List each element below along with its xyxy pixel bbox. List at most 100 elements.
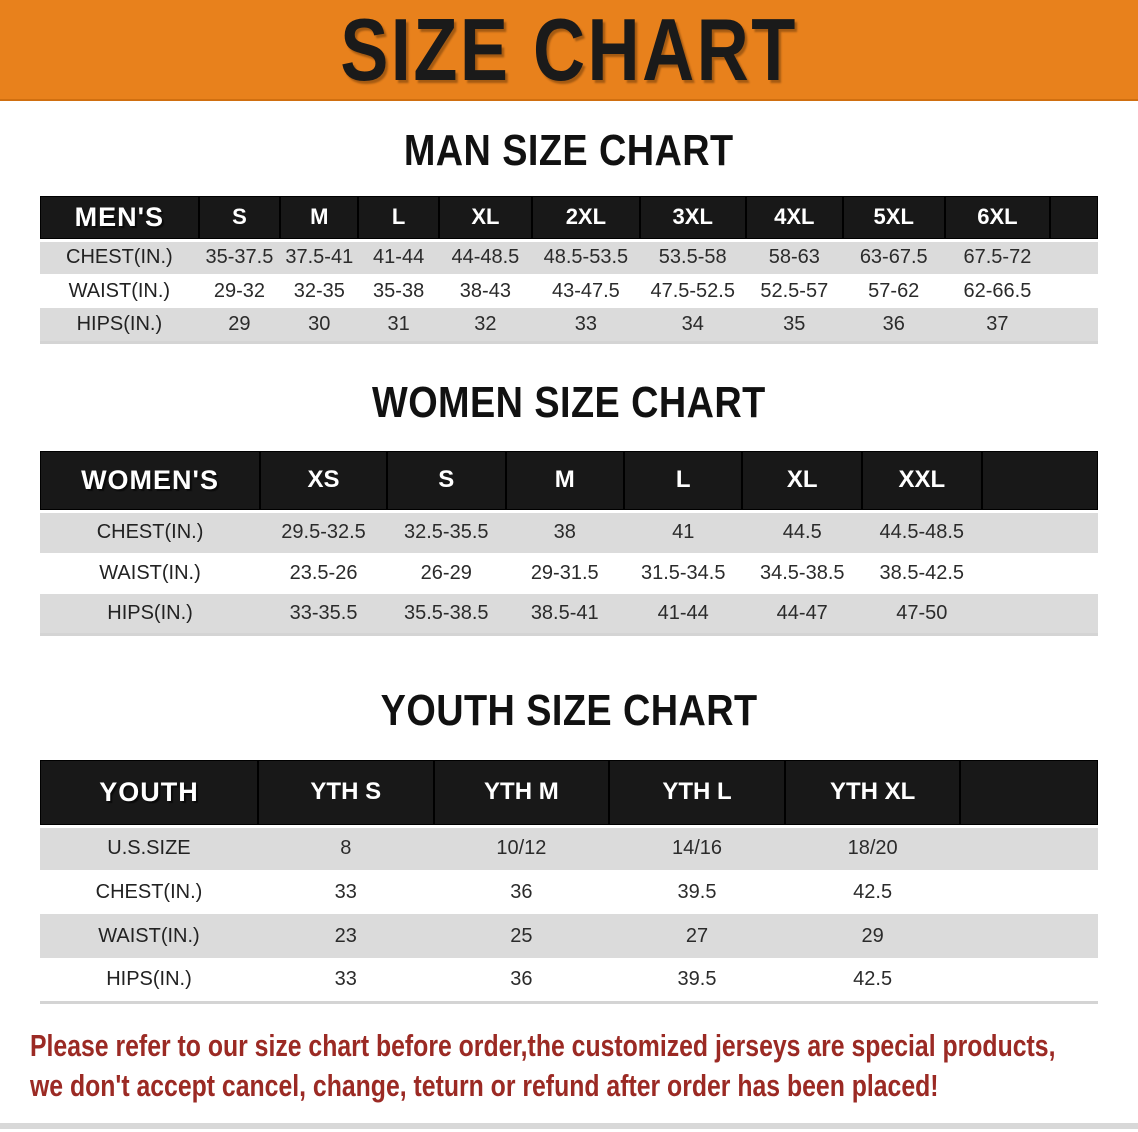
measurement-value: 38-43 (459, 279, 511, 302)
measurement-value: 34 (681, 312, 704, 335)
section-women: WOMEN SIZE CHART WOMEN'S XS S M L XL XXL CHEST(… (0, 377, 1138, 636)
measurement-value: 35-38 (373, 279, 425, 302)
size-column-header: L (358, 196, 439, 242)
size-column-header: 4XL (745, 196, 843, 242)
size-column-header: XS (260, 450, 388, 513)
measurement-value: 30 (308, 312, 331, 335)
size-header-row: YOUTH YTH S YTH M YTH L YTH XL (40, 760, 1098, 828)
measurement-value: 18/20 (847, 837, 898, 860)
spacer-cell (960, 958, 1098, 1002)
section-youth: YOUTH SIZE CHART YOUTH YTH S YTH M YTH L YTH… (0, 688, 1138, 1004)
measurement-row: HIPS(IN.) 33-35.5 35.5-38.5 38.5-41 41-44 44-… (40, 593, 1098, 635)
spacer-cell (981, 450, 1098, 513)
row-label: U.S.SIZE (107, 837, 191, 860)
row-label: CHEST(IN.) (66, 246, 173, 269)
measurement-value: 57-62 (868, 279, 920, 302)
size-column-header: 6XL (944, 196, 1051, 242)
section-men: MAN SIZE CHART MEN'S S M L XL 2XL 3XL 4XL 5XL 6XL… (0, 128, 1138, 344)
size-column-header: M (505, 450, 624, 513)
measurement-value: 42.5 (853, 967, 893, 990)
measurement-row: WAIST(IN.) 23.5-26 26-29 29-31.5 31.5-34.5 34… (40, 552, 1098, 594)
measurement-row: CHEST(IN.) 35-37.5 37.5-41 41-44 44-48.5 48.5… (40, 240, 1098, 274)
spacer-cell (982, 553, 1098, 594)
measurement-value: 35.5-38.5 (404, 601, 489, 624)
spacer-cell (960, 826, 1098, 870)
measurement-row: WAIST(IN.) 29-32 32-35 35-38 38-43 43-47.5 47.… (40, 274, 1098, 308)
size-column-header: 5XL (842, 196, 945, 242)
measurement-value: 38 (553, 521, 576, 544)
measurement-value: 53.5-58 (658, 246, 727, 269)
measurement-value: 8 (340, 837, 352, 860)
measurement-value: 38.5-42.5 (879, 561, 965, 584)
measurement-value: 25 (510, 924, 533, 947)
banner-title: SIZE CHART (340, 0, 798, 99)
size-header-row: WOMEN'S XS S M L XL XXL (40, 450, 1098, 513)
measurement-value: 32 (474, 312, 497, 335)
table-corner-label: YOUTH (40, 760, 258, 828)
women-section-heading-text: WOMEN SIZE CHART (372, 377, 766, 427)
measurement-value: 43-47.5 (551, 279, 620, 302)
measurement-row: CHEST(IN.) 29.5-32.5 32.5-35.5 38 41 44.5 44.5… (40, 511, 1098, 553)
women-size-table: WOMEN'S XS S M L XL XXL CHEST(IN.) 29.5-32.5 32.5… (40, 450, 1098, 636)
size-column-header: S (387, 450, 506, 513)
spacer-cell (960, 870, 1098, 914)
measurement-value: 48.5-53.5 (543, 246, 629, 269)
spacer-cell (982, 512, 1098, 553)
row-label: WAIST(IN.) (68, 279, 171, 302)
measurement-value: 38.5-41 (530, 601, 599, 624)
measurement-value: 29.5-32.5 (281, 521, 366, 544)
measurement-value: 33 (334, 967, 357, 990)
measurement-value: 10/12 (496, 837, 547, 860)
measurement-value: 35 (783, 312, 806, 335)
size-column-header: XXL (862, 450, 982, 513)
spacer-cell (982, 594, 1098, 635)
women-section-heading: WOMEN SIZE CHART (0, 377, 1138, 427)
youth-section-heading: YOUTH SIZE CHART (0, 688, 1138, 734)
measurement-value: 44-47 (776, 601, 828, 624)
size-column-header: 3XL (639, 196, 746, 242)
measurement-value: 29-32 (213, 279, 265, 302)
row-label: WAIST(IN.) (98, 924, 200, 947)
measurement-row: WAIST(IN.) 23 25 27 29 (40, 914, 1098, 958)
row-label: HIPS(IN.) (76, 312, 163, 335)
youth-section-heading-text: YOUTH SIZE CHART (380, 686, 758, 735)
measurement-value: 42.5 (853, 880, 893, 903)
men-section-heading-text: MAN SIZE CHART (404, 126, 734, 175)
size-column-header: S (198, 196, 281, 242)
measurement-value: 62-66.5 (963, 279, 1032, 302)
table-corner-label: WOMEN'S (40, 450, 261, 513)
size-column-header: M (280, 196, 359, 242)
measurement-value: 52.5-57 (760, 279, 829, 302)
measurement-row: U.S.SIZE 8 10/12 14/16 18/20 (40, 826, 1098, 870)
size-column-header: XL (438, 196, 532, 242)
measurement-value: 33-35.5 (289, 601, 358, 624)
measurement-value: 32-35 (293, 279, 345, 302)
measurement-value: 58-63 (768, 246, 820, 269)
measurement-value: 23.5-26 (289, 561, 358, 584)
row-label: CHEST(IN.) (95, 880, 203, 903)
spacer-cell (1050, 308, 1098, 342)
measurement-value: 36 (510, 967, 533, 990)
measurement-value: 31 (387, 312, 410, 335)
measurement-value: 36 (882, 312, 905, 335)
measurement-value: 29 (228, 312, 251, 335)
row-label: HIPS(IN.) (106, 967, 192, 990)
size-column-header: YTH L (609, 760, 785, 828)
row-label: HIPS(IN.) (107, 601, 193, 624)
bottom-divider (0, 1123, 1138, 1129)
measurement-value: 44-48.5 (451, 246, 520, 269)
size-column-header: L (623, 450, 743, 513)
measurement-value: 35-37.5 (205, 246, 274, 269)
measurement-value: 14/16 (671, 837, 723, 860)
banner: SIZE CHART (0, 0, 1138, 101)
measurement-value: 39.5 (677, 880, 717, 903)
men-section-heading: MAN SIZE CHART (0, 128, 1138, 174)
spacer-cell (960, 760, 1098, 828)
measurement-row: CHEST(IN.) 33 36 39.5 42.5 (40, 870, 1098, 914)
spacer-cell (1050, 274, 1098, 308)
measurement-value: 47.5-52.5 (650, 279, 735, 302)
spacer-cell (1050, 196, 1098, 242)
measurement-value: 33 (574, 312, 597, 335)
men-size-table: MEN'S S M L XL 2XL 3XL 4XL 5XL 6XL CHEST(IN.) 35-37… (40, 196, 1098, 344)
measurement-value: 41-44 (657, 601, 709, 624)
